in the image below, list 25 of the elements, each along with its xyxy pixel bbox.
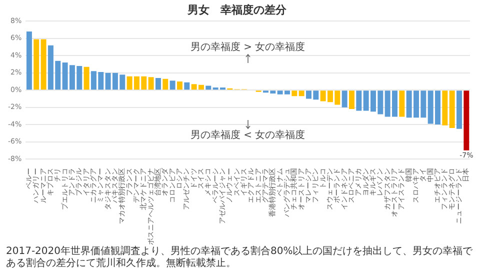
bar <box>34 39 40 90</box>
bar <box>155 78 161 90</box>
bar <box>456 90 462 129</box>
bar <box>342 90 348 108</box>
text: 2017-2020年世界価値観調査より、男性の幸福である割合80%以上の国だけを抽出して、男女の幸福である割合の差分にて荒川和久作成。無断転載禁止。 <box>6 246 474 270</box>
bar <box>206 86 212 90</box>
bar <box>162 78 168 90</box>
bar <box>292 90 298 96</box>
bar <box>176 81 182 90</box>
bar <box>170 80 176 90</box>
bar <box>26 32 32 90</box>
bar <box>84 66 90 90</box>
bar <box>449 90 455 128</box>
annotation: 男の幸福度 > 女の幸福度 <box>190 40 306 53</box>
bar <box>148 77 154 90</box>
bar <box>399 90 405 117</box>
chart-title: 男女 幸福度の差分 <box>186 3 288 16</box>
bar <box>298 90 304 96</box>
annotation: 男の幸福度 < 女の幸福度 <box>190 129 306 142</box>
bar <box>40 39 46 90</box>
bar <box>184 82 190 90</box>
bar <box>442 90 448 126</box>
bar <box>356 90 362 111</box>
bar <box>464 90 470 150</box>
bar <box>349 90 354 110</box>
